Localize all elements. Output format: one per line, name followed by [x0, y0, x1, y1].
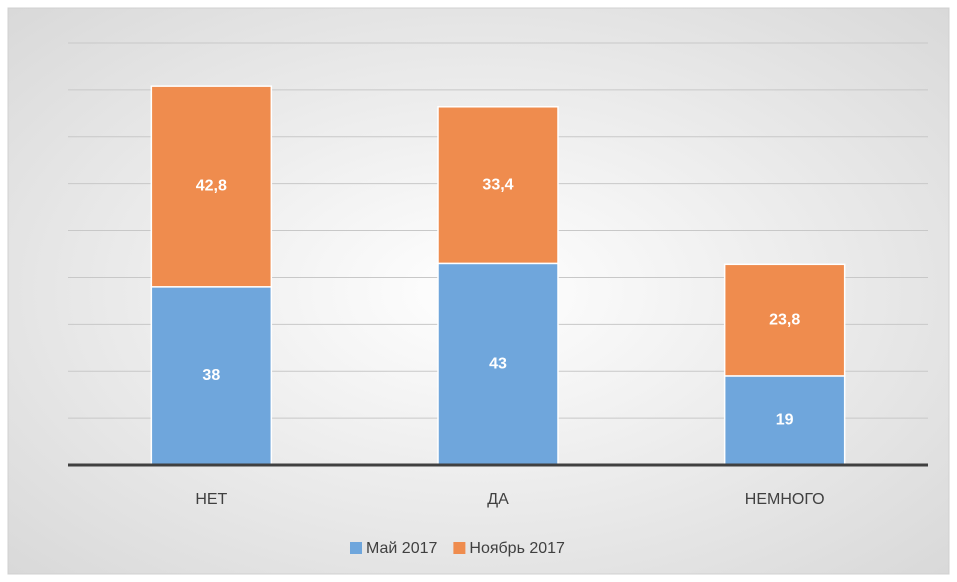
bar-segment — [437, 262, 559, 466]
x-tick-label: ДА — [487, 491, 509, 508]
bar-segment — [437, 106, 559, 265]
bar-segment — [150, 286, 273, 466]
data-label: 43 — [489, 355, 507, 372]
bar-segment — [723, 263, 846, 377]
legend-label: Май 2017 — [366, 540, 437, 557]
x-tick-label: НЕМНОГО — [745, 491, 825, 508]
data-label: 23,8 — [769, 311, 800, 328]
bar-segment — [723, 375, 846, 466]
data-label: 33,4 — [482, 176, 513, 193]
data-label: 19 — [776, 412, 794, 429]
bar-segment — [150, 85, 273, 288]
legend-swatch — [350, 542, 362, 554]
legend-swatch — [453, 542, 466, 554]
x-tick-label: НЕТ — [195, 491, 227, 508]
legend-label: Ноябрь 2017 — [469, 540, 565, 557]
data-label: 38 — [202, 367, 220, 384]
data-label: 42,8 — [196, 178, 227, 195]
